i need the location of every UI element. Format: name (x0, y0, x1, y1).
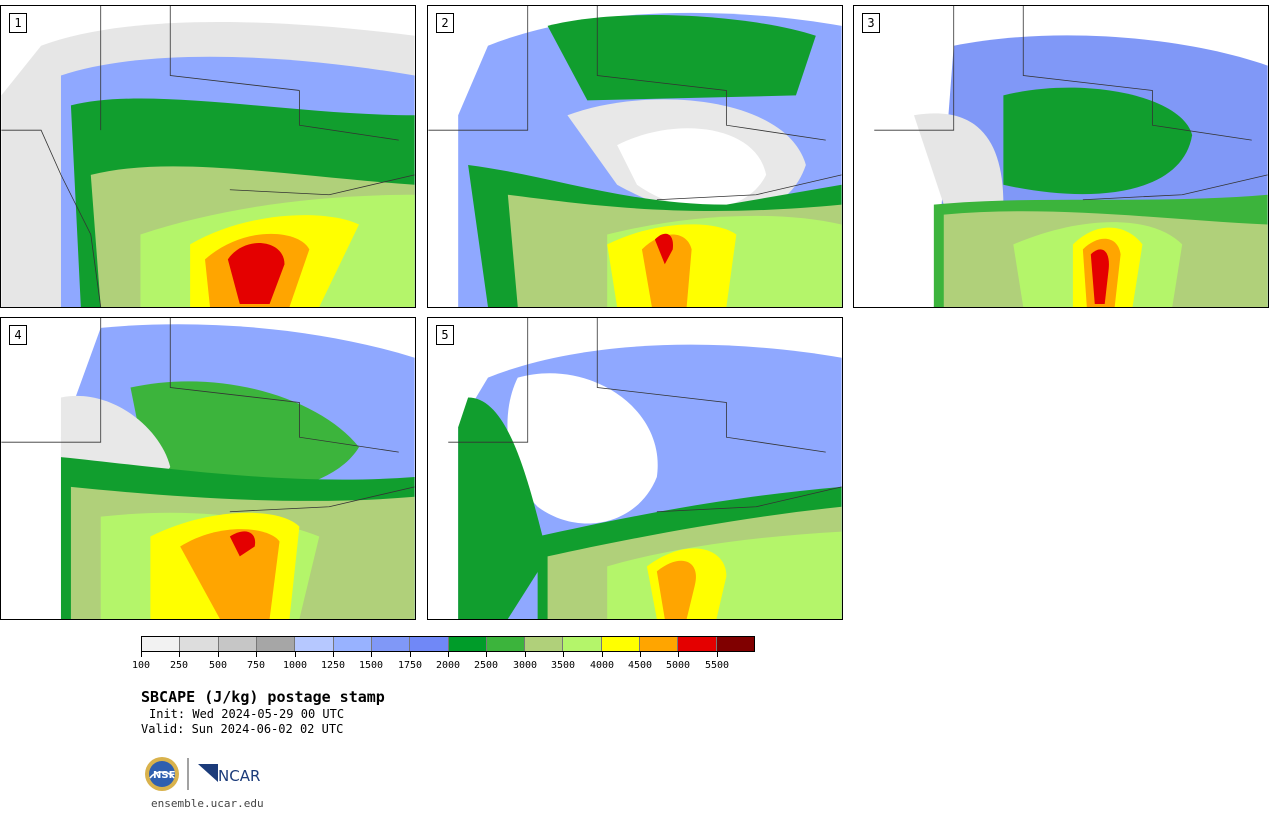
colorbar-tick-label: 1750 (397, 660, 423, 671)
colorbar-swatch (486, 637, 526, 651)
nsf-ncar-logo: NSF NCAR (145, 757, 260, 791)
sbcape-map-5 (428, 318, 842, 619)
colorbar-tick-label: 3500 (550, 660, 576, 671)
colorbar-tick (141, 652, 142, 657)
colorbar-tick (371, 652, 372, 657)
colorbar-tick-label: 5500 (704, 660, 730, 671)
colorbar-tick (640, 652, 641, 657)
colorbar-swatch (142, 637, 181, 651)
colorbar-tick (602, 652, 603, 657)
site-url: ensemble.ucar.edu (151, 797, 264, 810)
logo-row: NSF NCAR (144, 756, 274, 794)
colorbar-swatch (716, 637, 754, 651)
colorbar-tick-label: 3000 (512, 660, 538, 671)
panel-number: 1 (9, 13, 27, 33)
sbcape-map-2 (428, 6, 842, 307)
colorbar-tick (563, 652, 564, 657)
colorbar-swatch (371, 637, 411, 651)
colorbar-tick (218, 652, 219, 657)
colorbar-tick (333, 652, 334, 657)
colorbar-tick (410, 652, 411, 657)
colorbar-tick-label: 4500 (627, 660, 653, 671)
colorbar-tick-label: 1000 (282, 660, 308, 671)
colorbar-tick (179, 652, 180, 657)
ensemble-panel-4: 4 (0, 317, 416, 620)
sbcape-map-1 (1, 6, 415, 307)
colorbar-tick-label: 1250 (320, 660, 346, 671)
sbcape-map-4 (1, 318, 415, 619)
colorbar-swatch (410, 637, 449, 651)
colorbar-tick (486, 652, 487, 657)
colorbar-swatch (218, 637, 257, 651)
colorbar-tick (678, 652, 679, 657)
colorbar-tick-label: 2000 (435, 660, 461, 671)
sbcape-map-3 (854, 6, 1268, 307)
colorbar-tick-label: 4000 (589, 660, 615, 671)
colorbar-tick (295, 652, 296, 657)
panel-number: 5 (436, 325, 454, 345)
colorbar-tick (256, 652, 257, 657)
ensemble-panel-2: 2 (427, 5, 843, 308)
ensemble-panel-5: 5 (427, 317, 843, 620)
colorbar-swatch (563, 637, 602, 651)
colorbar-swatch (333, 637, 372, 651)
chart-title: SBCAPE (J/kg) postage stamp (141, 688, 385, 706)
colorbar-tick-label: 2500 (473, 660, 499, 671)
colorbar (141, 636, 755, 652)
panel-number: 3 (862, 13, 880, 33)
colorbar-tick-label: 100 (131, 660, 151, 671)
colorbar-swatch (601, 637, 641, 651)
ensemble-panel-1: 1 (0, 5, 416, 308)
colorbar-tick (448, 652, 449, 657)
colorbar-tick (525, 652, 526, 657)
colorbar-swatch (448, 637, 487, 651)
colorbar-ticks: 100 250 500 750 1000 1250 1500 1750 2000 2500 3000… (132, 652, 755, 674)
ncar-logo-text: NCAR (218, 767, 260, 785)
valid-time: Valid: Sun 2024-06-02 02 UTC (141, 722, 344, 736)
colorbar-tick (717, 652, 718, 657)
init-time: Init: Wed 2024-05-29 00 UTC (149, 707, 345, 721)
colorbar-tick-label: 750 (246, 660, 266, 671)
colorbar-tick-label: 1500 (358, 660, 384, 671)
colorbar-swatch (640, 637, 679, 651)
panel-number: 4 (9, 325, 27, 345)
panel-number: 2 (436, 13, 454, 33)
colorbar-tick-label: 5000 (665, 660, 691, 671)
colorbar-swatch (295, 637, 334, 651)
colorbar-swatch (525, 637, 564, 651)
colorbar-swatch (678, 637, 717, 651)
colorbar-tick-label: 500 (208, 660, 228, 671)
ensemble-panel-3: 3 (853, 5, 1269, 308)
nsf-logo-text: NSF (153, 770, 175, 781)
colorbar-swatch (180, 637, 219, 651)
colorbar-swatch (256, 637, 296, 651)
colorbar-tick-label: 250 (169, 660, 189, 671)
